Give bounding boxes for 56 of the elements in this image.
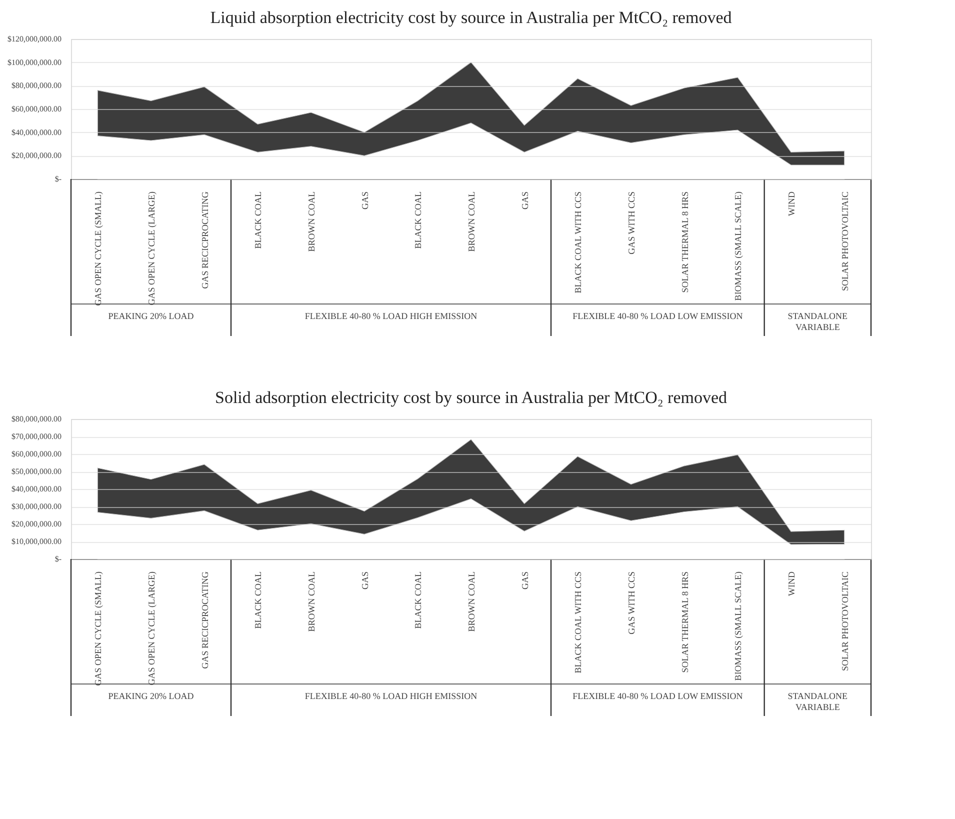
y-tick-label: $50,000,000.00 xyxy=(12,467,62,476)
y-tick-label: $- xyxy=(54,174,62,184)
text: FLEXIBLE 40-80 % LOAD HIGH EMISSION xyxy=(304,691,478,701)
x-tick-label: GAS xyxy=(520,192,530,210)
x-tick-label: SOLAR THERMAL 8 HRS xyxy=(680,572,690,673)
x-tick-label: BLACK COAL xyxy=(413,572,424,629)
y-tick-label: $60,000,000.00 xyxy=(12,450,62,458)
y-tick-label: $20,000,000.00 xyxy=(12,520,62,528)
x-tick-label: GAS xyxy=(360,192,370,210)
y-tick-label: $120,000,000.00 xyxy=(8,34,62,44)
x-tick-label: WIND xyxy=(786,571,796,596)
x-tick-label: GAS RECICPROCATING xyxy=(200,191,210,289)
x-tick-label: GAS OPEN CYCLE (SMALL) xyxy=(93,192,104,306)
y-tick-label: $- xyxy=(54,554,62,564)
x-tick-label: GAS OPEN CYCLE (SMALL) xyxy=(93,572,104,686)
x-tick-label: GAS WITH CCS xyxy=(626,192,636,254)
x-tick-label: BROWN COAL xyxy=(306,572,316,632)
x-tick-label: BROWN COAL xyxy=(466,572,476,632)
x-tick-label: GAS OPEN CYCLE (LARGE) xyxy=(146,192,156,306)
x-tick-label: BIOMASS (SMALL SCALE) xyxy=(733,572,744,681)
x-tick-label: SOLAR PHOTOVOLTAIC xyxy=(840,192,850,292)
chart-title: Liquid absorption electricity cost by source in Australia per MtCO₂ removed xyxy=(210,8,732,27)
text: PEAKING 20% LOAD xyxy=(108,691,194,701)
chart-title: Solid adsorption electricity cost by source in Australia per MtCO₂ removed xyxy=(214,388,728,407)
x-tick-label: BROWN COAL xyxy=(466,192,476,252)
y-tick-label: $60,000,000.00 xyxy=(12,104,62,114)
y-tick-label: $100,000,000.00 xyxy=(8,58,62,67)
x-tick-label: GAS WITH CCS xyxy=(626,572,636,634)
text: FLEXIBLE 40-80 % LOAD LOW EMISSION xyxy=(572,691,744,701)
y-tick-label: $40,000,000.00 xyxy=(12,128,62,137)
x-tick-label: BLACK COAL WITH CCS xyxy=(573,572,584,674)
x-tick-label: BLACK COAL xyxy=(253,192,264,249)
y-tick-label: $20,000,000.00 xyxy=(12,151,62,160)
x-tick-label: BLACK COAL WITH CCS xyxy=(573,192,584,294)
x-tick-label: BLACK COAL xyxy=(253,572,264,629)
text: FLEXIBLE 40-80 % LOAD LOW EMISSION xyxy=(572,311,744,321)
y-tick-label: $80,000,000.00 xyxy=(12,81,62,90)
x-tick-label: SOLAR THERMAL 8 HRS xyxy=(680,192,690,293)
text: FLEXIBLE 40-80 % LOAD HIGH EMISSION xyxy=(304,311,478,321)
x-tick-label: GAS RECICPROCATING xyxy=(200,571,210,669)
x-tick-label: GAS xyxy=(360,572,370,590)
y-tick-label: $80,000,000.00 xyxy=(12,414,62,424)
y-tick-label: $10,000,000.00 xyxy=(12,537,62,546)
text: PEAKING 20% LOAD xyxy=(108,311,194,321)
text: STANDALONE VARIABLE xyxy=(788,311,848,332)
y-tick-label: $30,000,000.00 xyxy=(12,502,62,511)
text: STANDALONE VARIABLE xyxy=(788,691,848,712)
x-tick-label: SOLAR PHOTOVOLTAIC xyxy=(840,572,850,672)
x-tick-label: GAS xyxy=(520,572,530,590)
x-tick-label: BLACK COAL xyxy=(413,192,424,249)
y-tick-label: $40,000,000.00 xyxy=(12,484,62,494)
y-tick-label: $70,000,000.00 xyxy=(12,432,62,441)
x-tick-label: WIND xyxy=(786,191,796,216)
x-tick-label: BROWN COAL xyxy=(306,192,316,252)
x-tick-label: GAS OPEN CYCLE (LARGE) xyxy=(146,572,156,686)
x-tick-label: BIOMASS (SMALL SCALE) xyxy=(733,192,744,301)
